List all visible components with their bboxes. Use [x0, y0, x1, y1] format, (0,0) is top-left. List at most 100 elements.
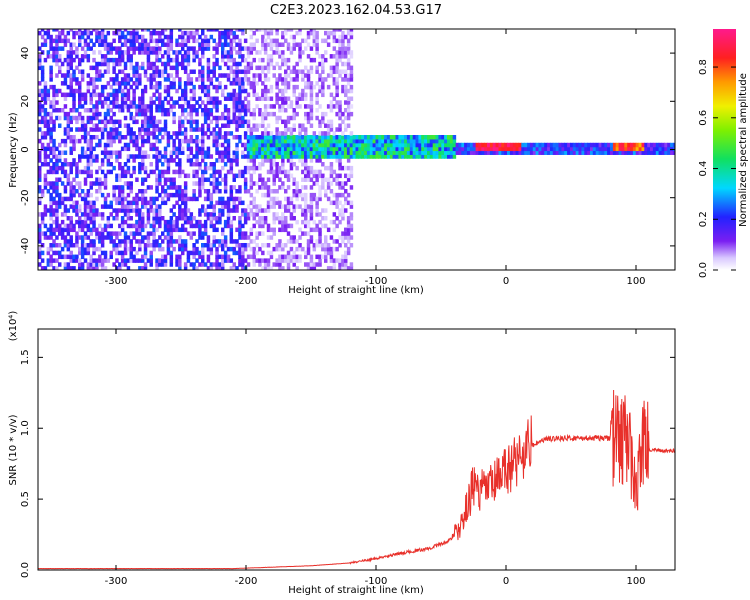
spectrogram-cell	[75, 165, 79, 171]
spectrogram-cell	[138, 246, 142, 252]
spectrogram-cell	[552, 146, 557, 152]
spectrogram-cell	[332, 131, 337, 136]
spectrogram-cell	[163, 158, 168, 163]
spectrogram-cell	[298, 192, 302, 198]
spectrogram-cell	[46, 227, 51, 233]
spectrogram-cell	[335, 154, 339, 159]
spectrogram-cell	[212, 100, 216, 105]
spectrogram-cell	[223, 38, 228, 44]
spectrogram-cell	[298, 131, 302, 136]
spectrogram-cell	[392, 146, 397, 152]
spectrogram-cell	[269, 38, 274, 44]
spectrogram-cell	[146, 138, 151, 144]
colorbar-tick-label: 0.6	[698, 110, 709, 126]
spectrogram-cell	[424, 135, 428, 140]
spectrogram-cell	[86, 108, 91, 113]
spectrogram-cell	[275, 119, 279, 125]
spectrogram-cell	[258, 262, 262, 267]
spectrogram-cell	[263, 29, 268, 32]
spectrogram-cell	[175, 131, 179, 136]
spectrogram-cell	[186, 258, 191, 263]
spectrogram-cell	[218, 262, 222, 267]
spectrogram-cell	[324, 154, 328, 159]
spectrogram-cell	[100, 162, 105, 167]
spectrogram-cell	[92, 204, 96, 209]
spectrogram-cell	[223, 108, 228, 113]
spectrogram-cell	[238, 227, 242, 233]
spectrogram-cell	[266, 243, 271, 248]
spectrogram-cell	[189, 162, 194, 167]
spectrogram-cell	[218, 127, 222, 132]
spectrogram-cell	[146, 50, 151, 55]
spectrogram-cell	[218, 169, 222, 175]
spectrogram-cell	[155, 162, 159, 167]
spectrogram-cell	[83, 135, 88, 140]
spectrogram-cell	[212, 208, 216, 213]
spectrogram-cell	[335, 111, 339, 117]
spectrogram-cell	[238, 29, 242, 32]
spectrogram-cell	[118, 185, 122, 190]
spectrogram-cell	[406, 138, 411, 144]
spectrogram-cell	[69, 146, 73, 152]
spectrogram-cell	[229, 208, 234, 213]
spectrogram-cell	[75, 115, 79, 121]
spectrogram-cell	[132, 42, 136, 47]
spectrogram-cell	[212, 115, 216, 121]
spectrogram-cell	[109, 84, 113, 90]
spectrogram-cell	[581, 142, 585, 148]
spectrogram-cell	[103, 227, 108, 233]
spectrogram-cell	[281, 77, 285, 82]
spectrogram-cell	[258, 258, 262, 263]
spectrogram-cell	[298, 104, 302, 109]
spectrogram-cell	[120, 219, 125, 225]
spectrogram-cell	[284, 258, 288, 263]
spectrogram-cell	[72, 258, 76, 263]
spectrogram-cell	[406, 146, 411, 152]
spectrogram-cell	[306, 204, 311, 209]
spectrogram-cell	[241, 246, 245, 252]
spectrogram-cell	[58, 57, 62, 63]
spectrogram-cell	[112, 131, 116, 136]
spectrogram-cell	[215, 177, 219, 182]
spectrogram-cell	[346, 223, 351, 229]
spectrogram-cell	[95, 262, 99, 267]
spectrogram-cell	[286, 119, 291, 125]
spectrogram-cell	[263, 38, 268, 44]
spectrogram-cell	[298, 150, 302, 155]
spectrogram-cell	[178, 115, 182, 121]
spectrogram-cell	[186, 38, 191, 44]
spectrogram-cell	[292, 208, 296, 213]
spectrogram-cell	[123, 235, 128, 240]
spectrogram-cell	[346, 138, 351, 144]
spectrogram-cell	[378, 135, 382, 140]
spectrogram-cell	[195, 108, 199, 113]
spectrogram-cell	[138, 65, 142, 71]
spectrogram-cell	[63, 158, 68, 163]
spectrogram-cell	[232, 250, 236, 256]
spectrogram-cell	[341, 154, 345, 159]
spectrogram-cell	[112, 77, 116, 82]
spectrogram-cell	[444, 150, 448, 155]
spectrogram-cell	[100, 38, 105, 44]
spectrogram-cell	[284, 196, 288, 202]
spectrogram-cell	[129, 246, 133, 252]
spectrogram-cell	[181, 189, 185, 194]
spectrogram-cell	[315, 254, 319, 260]
spectrogram-cell	[118, 196, 122, 202]
spectrogram-cell	[115, 96, 119, 101]
spectrogram-cell	[332, 69, 337, 74]
spectrogram-cell	[572, 146, 577, 152]
spectrogram-cell	[223, 150, 228, 155]
spectrogram-cell	[38, 169, 42, 175]
spectrogram-cell	[78, 104, 82, 109]
spectrogram-cell	[206, 38, 211, 44]
spectrogram-cell	[163, 154, 168, 159]
spectrogram-cell	[72, 266, 76, 270]
spectrogram-cell	[252, 123, 256, 128]
spectrogram-cell	[132, 30, 136, 36]
spectrogram-cell	[52, 96, 56, 101]
spectrogram-cell	[229, 185, 234, 190]
spectrogram-cell	[241, 46, 245, 51]
spectrogram-cell	[301, 92, 305, 98]
spectrogram-cell	[69, 165, 73, 171]
